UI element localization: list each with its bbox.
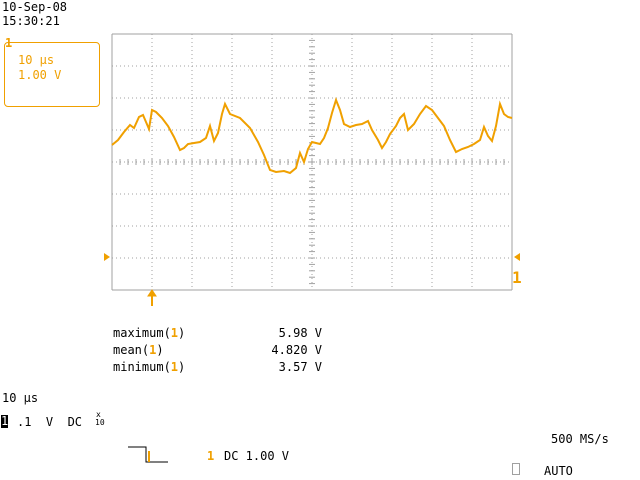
measurement-max-label: maximum(1) [113, 326, 186, 340]
channel-ref-marker: 1 [512, 268, 522, 287]
measurement-max-value: 5.98 V [278, 326, 322, 340]
sample-rate: 500 MS/s [551, 432, 609, 446]
footer-channel-num[interactable]: 1 [1, 414, 9, 428]
probe-x-label: x [96, 410, 101, 419]
graticule [111, 33, 513, 291]
time-label: 15:30:21 [2, 14, 60, 28]
measurement-min-label: minimum(1) [113, 360, 186, 374]
probe-10-label: 10 [95, 418, 105, 427]
channel-settings-box[interactable]: 10 µs 1.00 V [4, 42, 100, 107]
acquisition-status-icon [512, 463, 520, 475]
footer-channel-scale: .1 V DC [17, 415, 83, 429]
trigger-channel: 1 [207, 449, 215, 463]
measurement-mean-value: 4.820 V [271, 343, 322, 357]
measurement-mean-label: mean(1) [113, 343, 164, 357]
footer-timebase: 10 µs [2, 391, 39, 405]
channel-tab[interactable]: 1 [5, 36, 13, 50]
left-level-marker [104, 253, 110, 261]
acquisition-mode[interactable]: AUTO [544, 464, 573, 478]
measurement-min-value: 3.57 V [278, 360, 322, 374]
trigger-position-arrow [147, 289, 157, 306]
right-level-marker [514, 253, 520, 261]
channel-timebase: 10 µs [18, 53, 55, 67]
trigger-desc: DC 1.00 V [224, 449, 290, 463]
waveform-trace [111, 96, 513, 175]
date-label: 10-Sep-08 [2, 0, 68, 14]
channel-volts: 1.00 V [18, 68, 62, 82]
